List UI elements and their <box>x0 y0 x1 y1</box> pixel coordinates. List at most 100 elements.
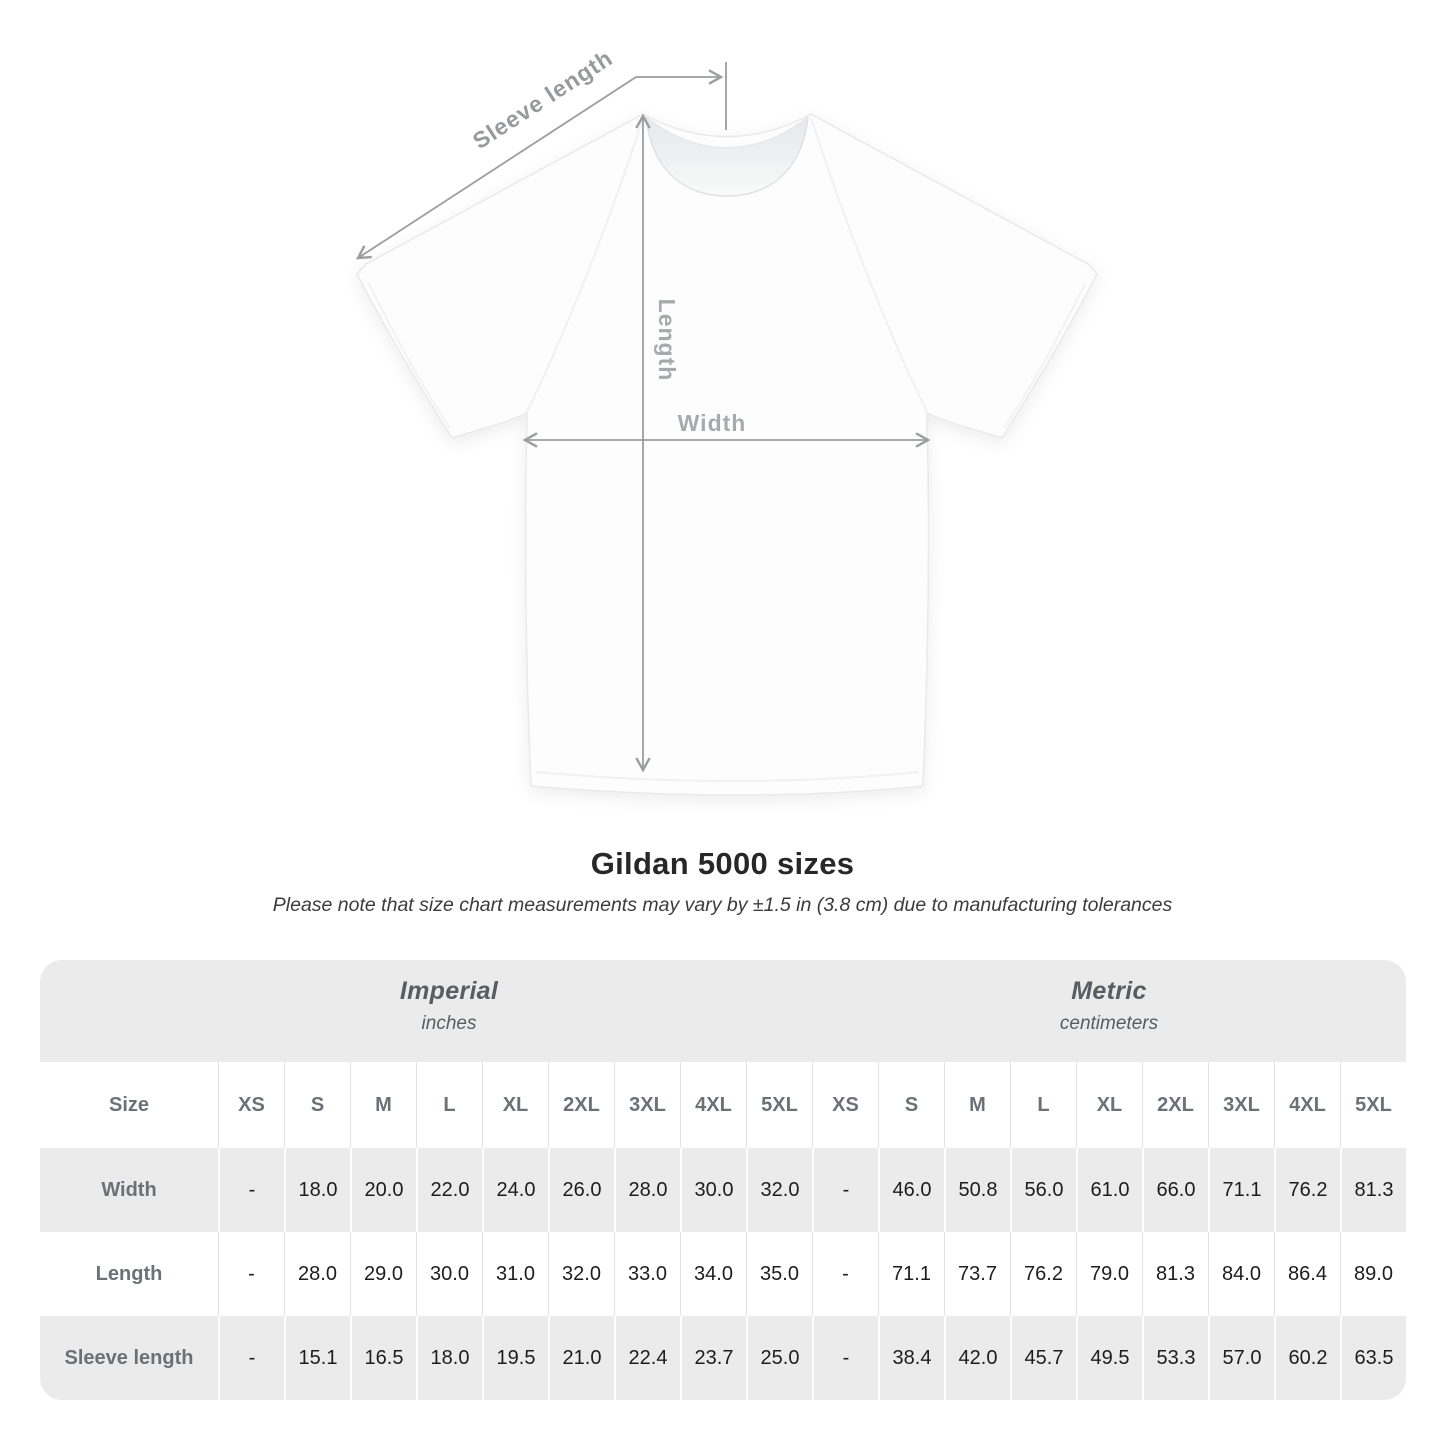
value-metric: 84.0 <box>1208 1232 1274 1316</box>
value-imperial: 28.0 <box>284 1232 350 1316</box>
size-col-imperial-xl: XL <box>482 1062 548 1148</box>
value-imperial: 18.0 <box>416 1316 482 1400</box>
value-imperial: 33.0 <box>614 1232 680 1316</box>
value-imperial: 23.7 <box>680 1316 746 1400</box>
value-metric: 71.1 <box>1208 1148 1274 1232</box>
size-col-imperial-xs: XS <box>218 1062 284 1148</box>
value-imperial: 35.0 <box>746 1232 812 1316</box>
value-metric: 81.3 <box>1340 1148 1406 1232</box>
metric-section-header: Metric centimeters <box>812 960 1406 1062</box>
value-metric: - <box>812 1316 878 1400</box>
value-metric: 71.1 <box>878 1232 944 1316</box>
size-col-metric-4xl: 4XL <box>1274 1062 1340 1148</box>
value-metric: 63.5 <box>1340 1316 1406 1400</box>
value-metric: 60.2 <box>1274 1316 1340 1400</box>
value-metric: - <box>812 1148 878 1232</box>
tshirt-left-sleeve-stitch <box>367 281 451 429</box>
size-col-imperial-m: M <box>350 1062 416 1148</box>
value-metric: 76.2 <box>1274 1148 1340 1232</box>
sleeve-length-dimension-line <box>355 69 724 260</box>
size-col-imperial-2xl: 2XL <box>548 1062 614 1148</box>
measurement-row-length: Length -28.0 29.0 30.0 31.0 32.0 33.0 34.0 35.0-… <box>40 1232 1406 1316</box>
imperial-unit: inches <box>421 1013 477 1034</box>
table-grid: Size XS S M L XL 2XL 3XL 4XL 5XL XS S M L XL 2XL 3XL 4XL 5… <box>40 1062 1406 1400</box>
value-imperial: 22.0 <box>416 1148 482 1232</box>
imperial-title: Imperial <box>399 977 499 1005</box>
size-col-metric-s: S <box>878 1062 944 1148</box>
value-metric: 57.0 <box>1208 1316 1274 1400</box>
value-metric: 66.0 <box>1142 1148 1208 1232</box>
value-metric: 38.4 <box>878 1316 944 1400</box>
length-label: Length <box>654 299 680 382</box>
tshirt-right-armhole-seam <box>810 117 928 413</box>
value-metric: 45.7 <box>1010 1316 1076 1400</box>
metric-title: Metric <box>1071 977 1147 1005</box>
size-col-imperial-3xl: 3XL <box>614 1062 680 1148</box>
value-imperial: 32.0 <box>548 1232 614 1316</box>
value-imperial: 30.0 <box>416 1232 482 1316</box>
value-imperial: 18.0 <box>284 1148 350 1232</box>
value-imperial: 24.0 <box>482 1148 548 1232</box>
size-col-metric-3xl: 3XL <box>1208 1062 1274 1148</box>
size-col-metric-xl: XL <box>1076 1062 1142 1148</box>
value-imperial: - <box>218 1148 284 1232</box>
value-imperial: 29.0 <box>350 1232 416 1316</box>
size-col-metric-2xl: 2XL <box>1142 1062 1208 1148</box>
value-metric: 53.3 <box>1142 1316 1208 1400</box>
row-label: Width <box>101 1178 157 1201</box>
unit-header-band: Imperial inches Metric centimeters <box>40 960 1406 1062</box>
value-imperial: 30.0 <box>680 1148 746 1232</box>
size-header-row: Size XS S M L XL 2XL 3XL 4XL 5XL XS S M L XL 2XL 3XL 4XL 5… <box>40 1062 1406 1148</box>
value-metric: 73.7 <box>944 1232 1010 1316</box>
value-imperial: - <box>218 1316 284 1400</box>
value-imperial: 28.0 <box>614 1148 680 1232</box>
size-col-imperial-l: L <box>416 1062 482 1148</box>
size-col-imperial-s: S <box>284 1062 350 1148</box>
size-col-metric-5xl: 5XL <box>1340 1062 1406 1148</box>
size-col-metric-l: L <box>1010 1062 1076 1148</box>
value-metric: 49.5 <box>1076 1316 1142 1400</box>
value-metric: 81.3 <box>1142 1232 1208 1316</box>
size-column-header: Size <box>108 1093 150 1116</box>
value-metric: 50.8 <box>944 1148 1010 1232</box>
value-imperial: 32.0 <box>746 1148 812 1232</box>
size-col-metric-m: M <box>944 1062 1010 1148</box>
value-imperial: 34.0 <box>680 1232 746 1316</box>
size-col-imperial-4xl: 4XL <box>680 1062 746 1148</box>
tshirt-right-sleeve-stitch <box>1003 281 1087 429</box>
value-imperial: 20.0 <box>350 1148 416 1232</box>
width-label: Width <box>678 410 747 436</box>
value-imperial: 21.0 <box>548 1316 614 1400</box>
measurement-row-sleeve-length: Sleeve length -15.1 16.5 18.0 19.5 21.0 22.4 23… <box>40 1316 1406 1400</box>
value-metric: 46.0 <box>878 1148 944 1232</box>
size-table: Imperial inches Metric centimeters Size X… <box>40 960 1406 1400</box>
tshirt-hem-stitch <box>535 771 920 782</box>
value-metric: - <box>812 1232 878 1316</box>
value-imperial: 15.1 <box>284 1316 350 1400</box>
value-imperial: 16.5 <box>350 1316 416 1400</box>
metric-unit: centimeters <box>1059 1013 1159 1034</box>
size-col-imperial-5xl: 5XL <box>746 1062 812 1148</box>
row-label: Sleeve length <box>64 1346 194 1369</box>
value-metric: 89.0 <box>1340 1232 1406 1316</box>
value-imperial: 31.0 <box>482 1232 548 1316</box>
value-imperial: 26.0 <box>548 1148 614 1232</box>
tshirt-body <box>356 113 1098 796</box>
value-metric: 61.0 <box>1076 1148 1142 1232</box>
value-imperial: - <box>218 1232 284 1316</box>
tolerance-note: Please note that size chart measurements… <box>272 894 1173 916</box>
value-metric: 86.4 <box>1274 1232 1340 1316</box>
page-title: Gildan 5000 sizes <box>590 846 855 881</box>
value-metric: 76.2 <box>1010 1232 1076 1316</box>
imperial-section-header: Imperial inches <box>40 960 812 1062</box>
size-col-metric-xs: XS <box>812 1062 878 1148</box>
value-imperial: 25.0 <box>746 1316 812 1400</box>
value-metric: 56.0 <box>1010 1148 1076 1232</box>
value-metric: 79.0 <box>1076 1232 1142 1316</box>
tshirt-measurement-diagram: Sleeve length Length Width <box>355 44 1098 796</box>
measurement-row-width: Width -18.0 20.0 22.0 24.0 26.0 28.0 30.0 32.0-4… <box>40 1148 1406 1232</box>
row-label: Length <box>95 1262 163 1285</box>
value-imperial: 19.5 <box>482 1316 548 1400</box>
value-metric: 42.0 <box>944 1316 1010 1400</box>
